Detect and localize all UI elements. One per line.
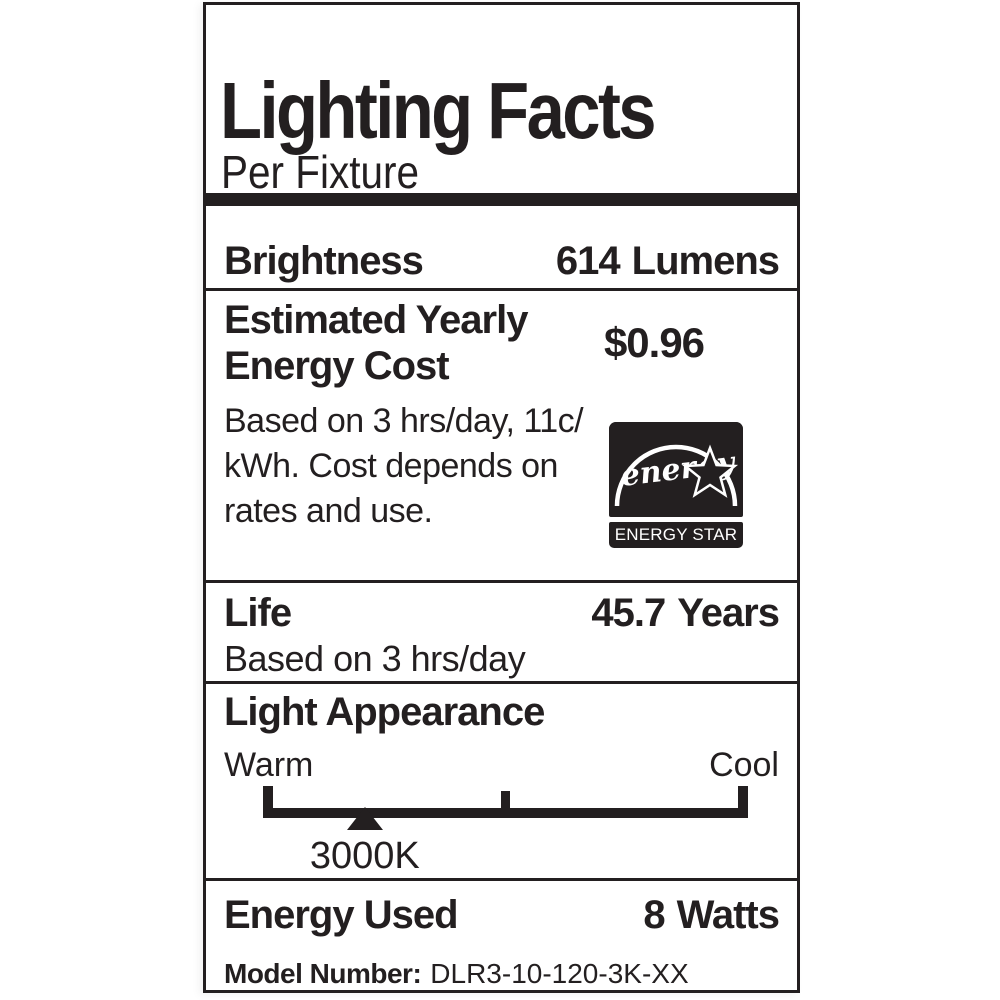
energy-used-row: Energy Used 8 Watts <box>206 878 797 939</box>
energy-used-value: 8 Watts <box>643 891 780 939</box>
energy-cost-label-line2: Energy Cost <box>224 344 450 388</box>
brightness-number: 614 <box>555 239 621 283</box>
color-temp-marker-value: 3000K <box>309 835 420 877</box>
energy-star-emblem: energy <box>609 422 743 517</box>
life-value: 45.7 Years <box>591 589 780 637</box>
cost-note-line2: kWh. Cost depends on <box>224 447 558 485</box>
energy-cost-value: $0.96 <box>603 319 705 366</box>
energy-cost-label-line1: Estimated Yearly <box>224 298 528 342</box>
header-divider-bar <box>206 193 797 206</box>
cost-note-line1: Based on 3 hrs/day, 11c/ <box>224 402 584 440</box>
life-unit: Years <box>677 591 780 635</box>
color-temperature-scale: 3000K <box>224 786 779 878</box>
life-section: Life 45.7 Years Based on 3 hrs/day <box>206 583 797 684</box>
scale-right-cap <box>738 786 748 818</box>
light-appearance-section: Light Appearance Warm Cool 3000K <box>206 684 797 878</box>
color-temp-marker-triangle-icon <box>346 807 383 830</box>
energy-used-unit: Watts <box>676 893 780 937</box>
scale-middle-tick <box>501 791 510 818</box>
life-number: 45.7 <box>591 591 666 635</box>
energy-star-caption: ENERGY STAR <box>609 522 743 548</box>
life-label: Life <box>224 591 292 635</box>
energy-used-number: 8 <box>643 893 665 937</box>
energy-cost-row: Estimated Yearly Energy Cost $0.96 <box>206 291 797 393</box>
label-subtitle: Per Fixture <box>221 146 419 198</box>
cool-label: Cool <box>709 746 779 784</box>
cost-note-row: Based on 3 hrs/day, 11c/ kWh. Cost depen… <box>206 393 797 583</box>
scale-track: 3000K <box>263 786 748 878</box>
energy-star-logo: energy ENERGY STAR <box>609 422 743 548</box>
cost-note-text: Based on 3 hrs/day, 11c/ kWh. Cost depen… <box>224 399 609 548</box>
life-row: Life 45.7 Years <box>224 589 780 637</box>
brightness-label: Brightness <box>224 239 424 283</box>
scale-left-cap <box>263 786 273 818</box>
brightness-value: 614 Lumens <box>555 236 780 286</box>
warm-cool-labels: Warm Cool <box>224 744 779 786</box>
model-number-label: Model Number: <box>224 958 422 989</box>
lighting-facts-label: Lighting Facts Per Fixture Brightness 61… <box>203 2 800 993</box>
brightness-row: Brightness 614 Lumens <box>206 206 797 291</box>
energy-star-star-icon <box>681 444 739 498</box>
brightness-unit: Lumens <box>631 239 780 283</box>
model-number-row: Model Number: DLR3-10-120-3K-XX <box>206 957 797 991</box>
label-title: Lighting Facts <box>220 66 657 155</box>
energy-used-label: Energy Used <box>224 893 459 937</box>
warm-label: Warm <box>224 746 314 784</box>
life-note: Based on 3 hrs/day <box>224 638 526 679</box>
energy-star-arc <box>614 444 738 507</box>
model-number-value: DLR3-10-120-3K-XX <box>430 958 689 989</box>
cost-note-line3: rates and use. <box>224 492 433 530</box>
light-appearance-label: Light Appearance <box>224 690 545 734</box>
energy-cost-label: Estimated Yearly Energy Cost <box>224 297 528 389</box>
